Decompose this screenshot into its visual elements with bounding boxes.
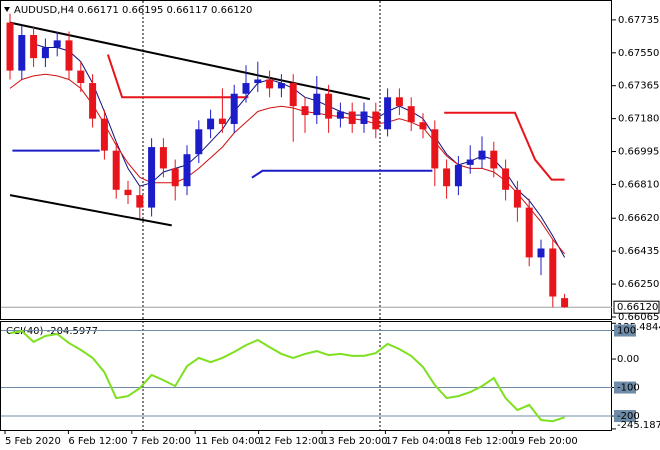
- candle-body: [443, 168, 451, 187]
- candle-body: [148, 147, 156, 208]
- candle-body: [431, 129, 439, 169]
- candle-body: [218, 118, 226, 124]
- y-tick-label: -200: [617, 411, 640, 422]
- x-tick-label: 12 Feb 12:00: [259, 436, 325, 447]
- cci-line: [9, 330, 565, 423]
- level-box: [614, 324, 636, 337]
- y-tick-label: 0.00: [617, 354, 639, 365]
- candle-body: [301, 106, 309, 116]
- chart-title: AUDUSD,H4 0.66171 0.66195 0.66117 0.6612…: [14, 5, 252, 16]
- candle-body: [454, 164, 462, 187]
- candle-body: [419, 122, 427, 130]
- y-tick-label: 0.66620: [618, 213, 659, 224]
- candle-body: [561, 298, 569, 308]
- candle-body: [254, 79, 262, 84]
- y-tick-label: 0.66065: [618, 312, 659, 323]
- candle-body: [195, 129, 203, 155]
- y-tick-label: -100: [617, 383, 640, 394]
- y-tick-label: 100: [617, 326, 636, 337]
- candle-body: [360, 111, 368, 124]
- y-tick-label: 0.66810: [618, 179, 659, 190]
- y-tick-label: -245.1872: [617, 420, 660, 431]
- x-tick-label: 5 Feb 2020: [5, 436, 61, 447]
- cci-title: CCI(40) -204.5977: [6, 326, 98, 337]
- x-tick-label: 11 Feb 04:00: [195, 436, 261, 447]
- y-tick-label: 125.4844: [617, 322, 660, 333]
- candle-body: [242, 83, 250, 94]
- candle-body: [112, 150, 120, 190]
- candle-body: [65, 40, 73, 71]
- price-label: 0.66120: [617, 302, 658, 313]
- candle-body: [77, 70, 85, 84]
- trend-line: [251, 169, 433, 179]
- candle-body: [136, 195, 144, 208]
- candle-body: [207, 118, 215, 130]
- x-tick-label: 13 Feb 20:00: [322, 436, 388, 447]
- candle-body: [6, 22, 14, 71]
- candle-body: [89, 83, 97, 119]
- trend-line: [9, 194, 172, 227]
- candle-body: [171, 168, 179, 187]
- candle-body: [549, 248, 557, 297]
- candle-body: [53, 40, 61, 48]
- y-tick-label: 0.67180: [618, 114, 659, 125]
- candle-body: [159, 147, 167, 169]
- cci-frame: [0, 321, 612, 431]
- candle-body: [313, 93, 321, 116]
- trend-line: [9, 21, 371, 101]
- y-tick-label: 0.66250: [618, 279, 659, 290]
- candle-body: [384, 97, 392, 130]
- trend-line: [444, 111, 565, 181]
- candle-body: [336, 111, 344, 119]
- trend-line: [106, 54, 249, 99]
- candle-body: [100, 118, 108, 151]
- candle-body: [513, 189, 521, 208]
- candle-body: [18, 35, 26, 71]
- candle-body: [277, 83, 285, 89]
- y-tick-label: 0.67365: [618, 81, 659, 92]
- candle-body: [266, 79, 274, 89]
- candle-body: [537, 248, 545, 258]
- candle-body: [407, 106, 415, 123]
- candle-body: [395, 97, 403, 107]
- candle-body: [325, 93, 333, 119]
- y-tick-label: 0.66995: [618, 147, 659, 158]
- y-tick-label: 0.67550: [618, 48, 659, 59]
- candle-body: [525, 207, 533, 258]
- candle-body: [502, 168, 510, 190]
- level-box: [614, 410, 636, 423]
- candle-body: [478, 150, 486, 160]
- y-tick-label: 0.67735: [618, 15, 659, 26]
- x-tick-label: 18 Feb 12:00: [449, 436, 515, 447]
- x-tick-label: 17 Feb 04:00: [385, 436, 451, 447]
- candle-body: [348, 111, 356, 124]
- x-tick-label: 6 Feb 12:00: [68, 436, 127, 447]
- main-frame: [0, 0, 612, 320]
- candle-body: [183, 154, 191, 187]
- candle-body: [289, 83, 297, 107]
- candle-body: [490, 150, 498, 169]
- y-tick-label: 0.66435: [618, 246, 659, 257]
- price-box: [613, 300, 660, 314]
- candle-body: [30, 35, 38, 59]
- candle-body: [372, 111, 380, 130]
- x-tick-label: 7 Feb 20:00: [132, 436, 191, 447]
- candle-body: [124, 189, 132, 196]
- title-icon: [4, 7, 10, 12]
- x-tick-label: 19 Feb 20:00: [512, 436, 578, 447]
- candle-body: [466, 159, 474, 165]
- candle-body: [41, 47, 49, 59]
- candle-body: [230, 93, 238, 124]
- level-box: [614, 381, 636, 394]
